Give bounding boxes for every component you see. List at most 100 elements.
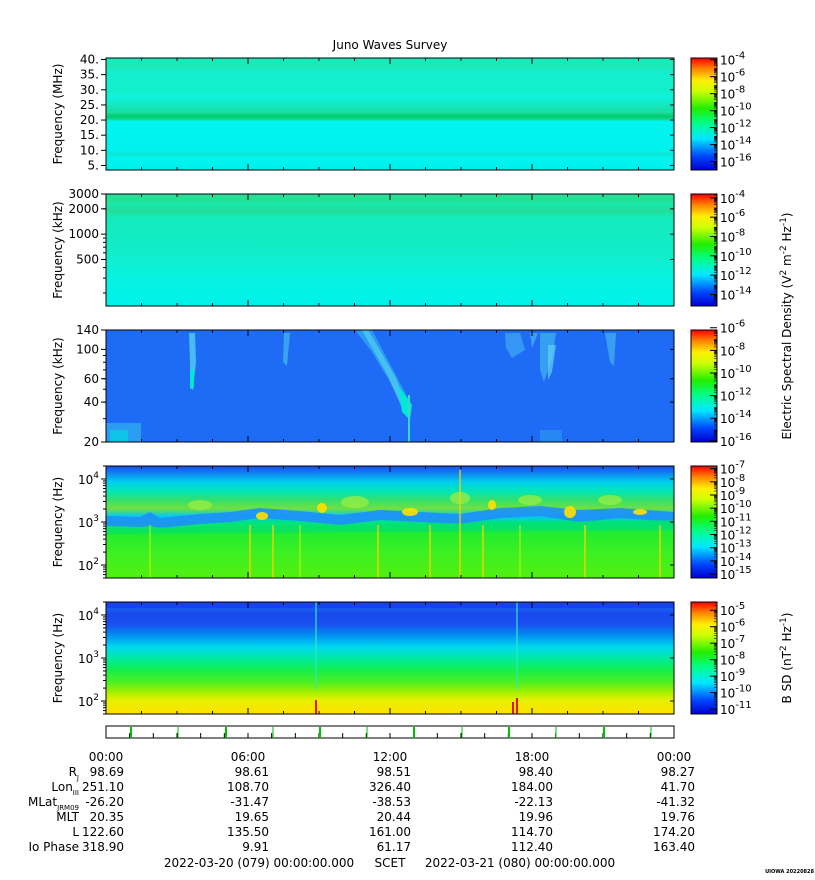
colorbar-tick-label: 10-10: [720, 102, 752, 119]
colorbar-tick-label: 10-8: [720, 227, 745, 244]
y-tick-label: 102: [78, 557, 99, 573]
emission-band-core-1: [106, 114, 674, 119]
figure-title: Juno Waves Survey: [332, 38, 448, 52]
ephemeris-value: 326.40: [369, 780, 411, 794]
ephemeris-value: -31.47: [230, 795, 269, 809]
ephemeris-value: -41.32: [656, 795, 695, 809]
colorbar-tick-label: 10-16: [720, 432, 752, 449]
spectrogram-3: [106, 330, 674, 442]
ephemeris-row-label: LonIII: [51, 780, 79, 797]
ephemeris-row-label: MLT: [56, 810, 79, 824]
colorbar-1: [690, 57, 718, 171]
ephemeris-value: 112.40: [511, 840, 553, 854]
spectrogram-2: [106, 194, 674, 306]
colorbar-tick-label: 10-8: [720, 341, 745, 358]
colorbar-tick-label: 10-4: [720, 51, 745, 68]
colorbar-tick-label: 10-4: [720, 189, 745, 206]
time-tick-label: 00:00: [657, 750, 692, 764]
colorbar-tick-label: 10-6: [720, 319, 745, 336]
colorbar-tick-label: 10-14: [720, 136, 752, 153]
time-tick-label: 18:00: [515, 750, 550, 764]
y-tick-label: 10.: [80, 143, 99, 157]
spectrogram-5: [106, 602, 674, 714]
colorbar-tick-label: 10-9: [720, 486, 745, 503]
ephemeris-value: 98.40: [519, 765, 553, 779]
ephemeris-value: -26.20: [85, 795, 124, 809]
colorbar-2: [690, 193, 718, 307]
y-tick-label: 103: [78, 650, 99, 666]
colorbar-tick-label: 10-12: [720, 119, 752, 136]
emission-features-4: [106, 470, 674, 578]
panel-3: [106, 330, 674, 442]
ephemeris-value: 114.70: [511, 825, 553, 839]
colorbar-tick-label: 10-7: [720, 634, 745, 651]
colorbar-tick-label: 10-8: [720, 85, 745, 102]
y-tick-label: 40: [84, 395, 99, 409]
y-tick-label: 30.: [80, 83, 99, 97]
time-tick-label: 00:00: [89, 750, 124, 764]
ephemeris-value: 163.40: [653, 840, 695, 854]
y-tick-label: 40.: [80, 53, 99, 67]
colorbar-tick-label: 10-12: [720, 526, 752, 543]
y-tick-label: 25.: [80, 98, 99, 112]
y-tick-label: 15.: [80, 128, 99, 142]
ephemeris-strip: [105, 725, 675, 739]
ephemeris-row-label: RJ: [69, 765, 79, 782]
y-tick-label: 60: [84, 372, 99, 386]
ephemeris-value: 98.27: [661, 765, 695, 779]
emission-features-3: [106, 330, 616, 442]
ephemeris-value: 135.50: [227, 825, 269, 839]
colorbar-tick-label: 10-14: [720, 285, 752, 302]
y-axis-label-3: Frequency (kHz): [51, 337, 65, 434]
y-tick-label: 140: [76, 323, 99, 337]
y-axis-label-4: Frequency (Hz): [51, 477, 65, 568]
ephemeris-value: 19.96: [519, 810, 553, 824]
footer-end-time: 2022-03-21 (080) 00:00:00.000: [425, 856, 615, 870]
colorbar-tick-label: 10-8: [720, 473, 745, 490]
footer-credit: UIOWA 20220828: [765, 869, 814, 875]
ephemeris-value: 184.00: [511, 780, 553, 794]
ephemeris-value: 98.51: [377, 765, 411, 779]
ephemeris-value: 251.10: [82, 780, 124, 794]
colorbar-tick-label: 10-13: [720, 539, 752, 556]
time-tick-label: 12:00: [373, 750, 408, 764]
colorbar-5: [690, 601, 718, 715]
time-tick-label: 06:00: [231, 750, 266, 764]
y-tick-label: 104: [78, 607, 99, 623]
y-tick-label: 102: [78, 693, 99, 709]
y-tick-label: 20.: [80, 113, 99, 127]
colorbar-tick-label: 10-10: [720, 364, 752, 381]
y-tick-label: 35.: [80, 68, 99, 82]
ephemeris-table: 00:00 06:00 12:00 18:00 00:00 RJ 98.69 98.61 98.…: [28, 750, 695, 854]
colorbar-tick-label: 10-10: [720, 684, 752, 701]
colorbar-tick-label: 10-6: [720, 208, 745, 225]
emission-features-5: [106, 602, 674, 714]
colorbar-tick-label: 10-8: [720, 651, 745, 668]
colorbar-tick-label: 10-16: [720, 153, 752, 170]
y-tick-label: 104: [78, 471, 99, 487]
y-tick-label: 1000: [68, 227, 99, 241]
electric-colorbar-label: Electric Spectral Density (V2 m-2 Hz-1): [779, 212, 794, 439]
colorbar-tick-label: 10-14: [720, 409, 752, 426]
ephemeris-value: 108.70: [227, 780, 269, 794]
colorbar-tick-label: 10-12: [720, 266, 752, 283]
ephemeris-value: 19.76: [661, 810, 695, 824]
ephemeris-row-label: L: [72, 825, 79, 839]
y-tick-label: 500: [76, 252, 99, 266]
ephemeris-value: 20.44: [377, 810, 411, 824]
colorbar-tick-label: 10-12: [720, 387, 752, 404]
colorbar-tick-label: 10-6: [720, 618, 745, 635]
panel-5: [106, 602, 674, 714]
footer-start-time: 2022-03-20 (079) 00:00:00.000: [164, 856, 354, 870]
ephemeris-value: 98.61: [235, 765, 269, 779]
ephemeris-row-label: MLatJRM09: [28, 795, 79, 812]
ephemeris-value: 61.17: [377, 840, 411, 854]
colorbar-tick-label: 10-14: [720, 552, 752, 569]
ephemeris-value: 20.35: [90, 810, 124, 824]
ephemeris-row-label: Io Phase: [28, 840, 79, 854]
colorbar-tick-label: 10-10: [720, 499, 752, 516]
y-axis-label-2: Frequency (kHz): [51, 201, 65, 298]
y-tick-label: 5.: [88, 158, 99, 172]
y-tick-label: 100: [76, 342, 99, 356]
